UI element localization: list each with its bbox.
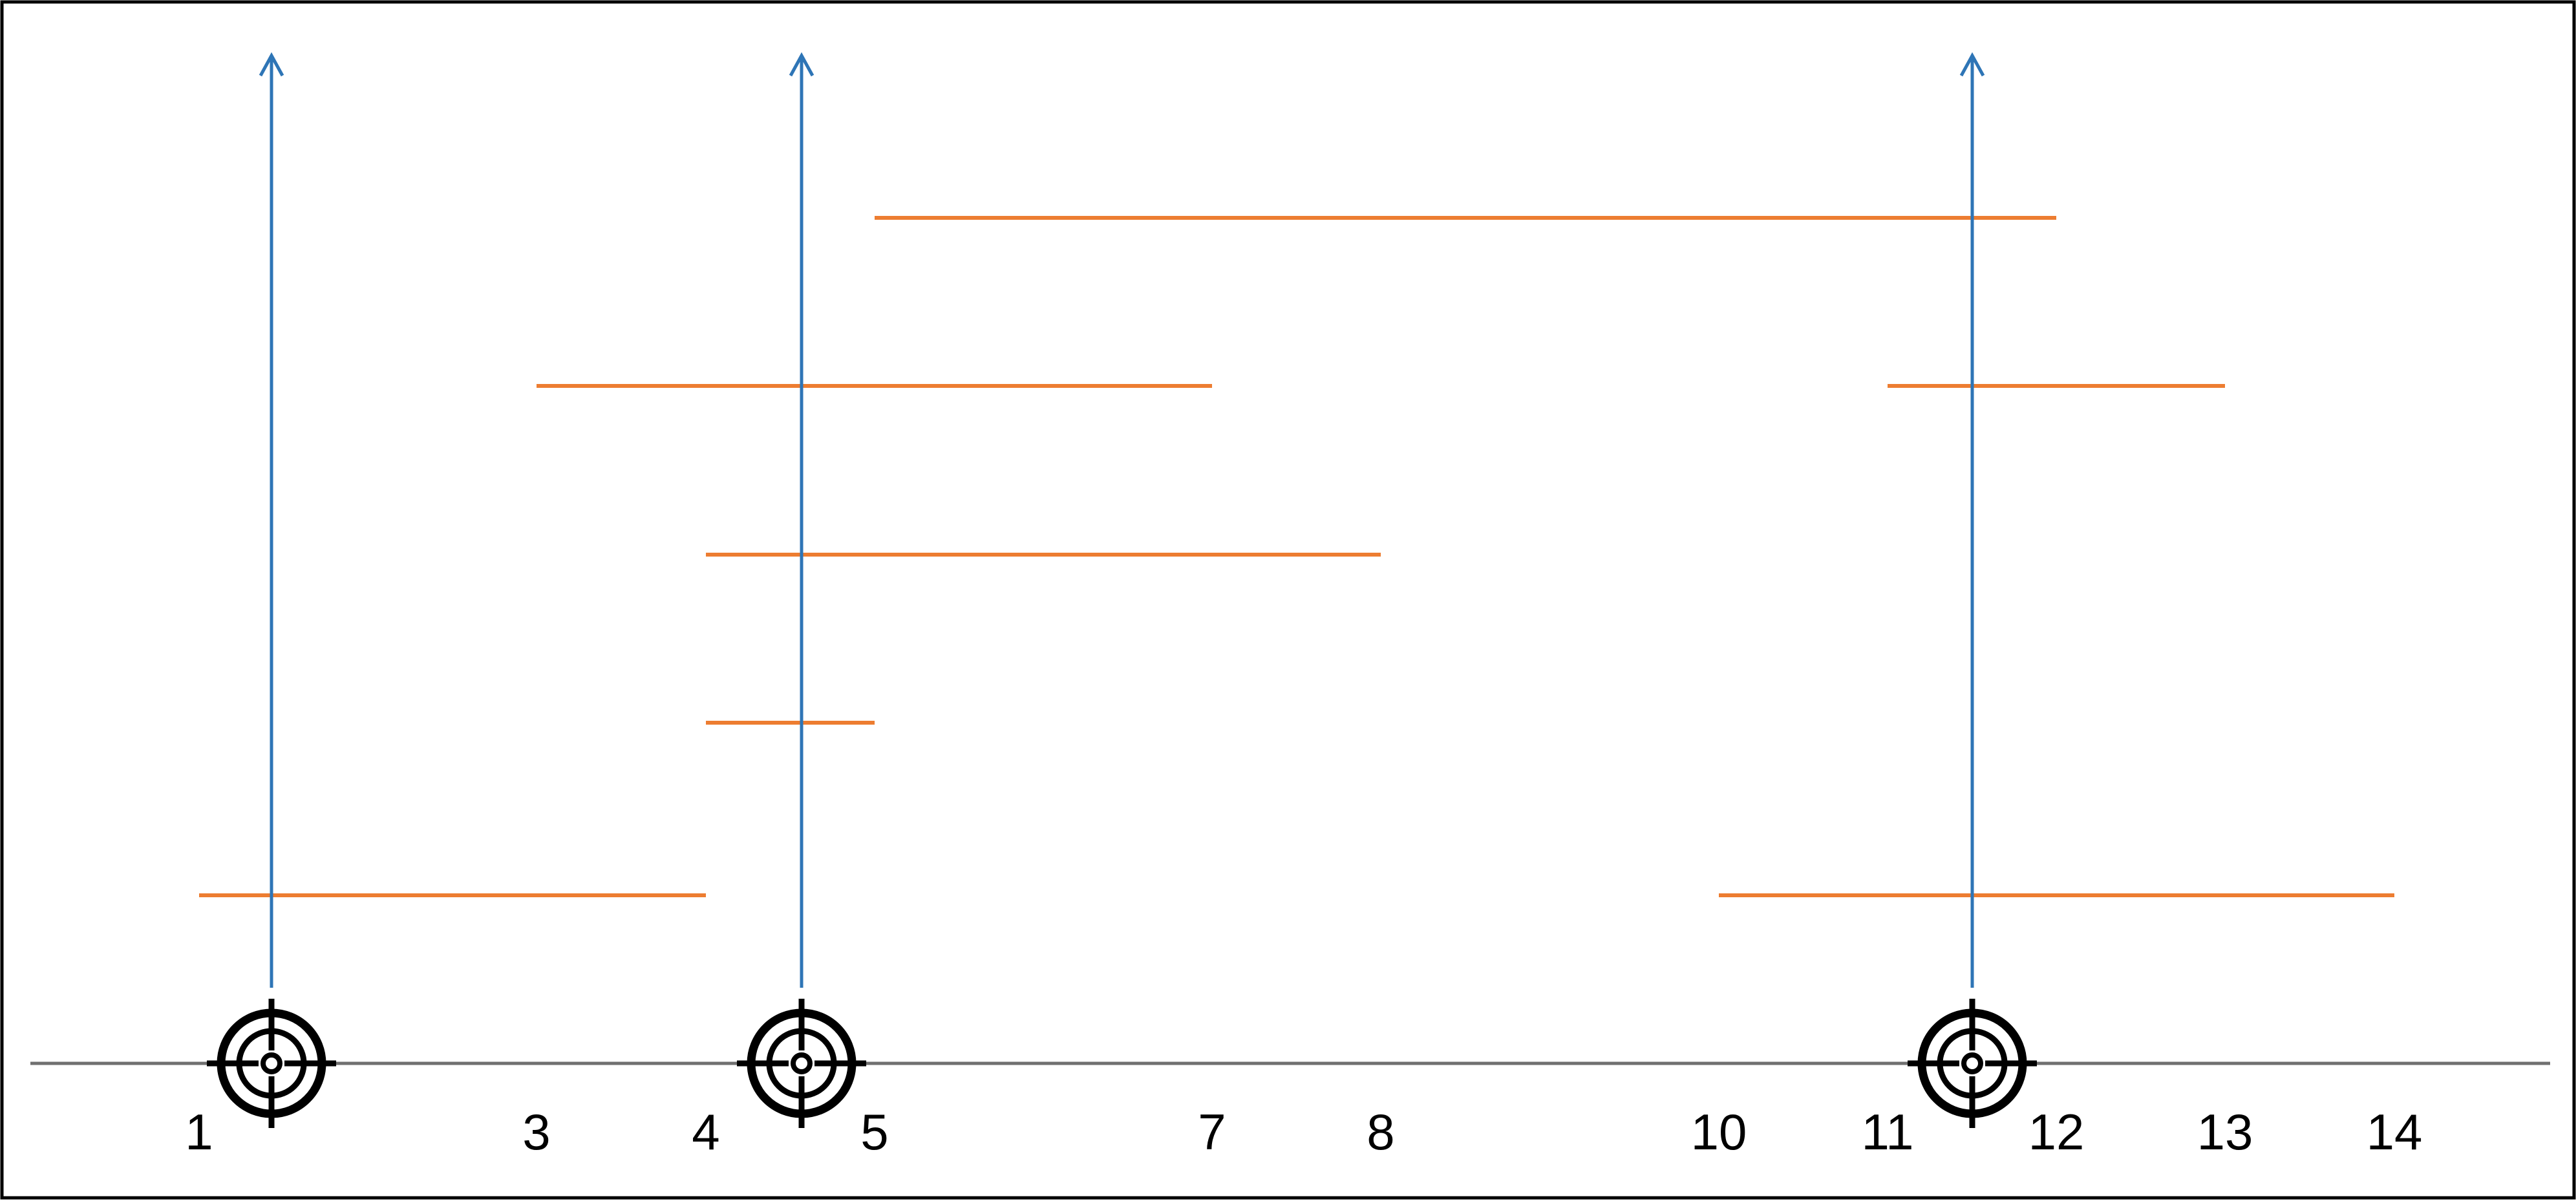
axis-tick-label: 5 <box>860 1103 888 1160</box>
axis-tick-label: 11 <box>1862 1103 1914 1160</box>
axis-tick-label: 3 <box>522 1103 550 1160</box>
axis-tick-label: 7 <box>1198 1103 1226 1160</box>
axis-tick-label: 8 <box>1367 1103 1394 1160</box>
axis-tick-label: 10 <box>1691 1103 1747 1160</box>
axis-tick-label: 14 <box>2367 1103 2423 1160</box>
axis-tick-label: 4 <box>692 1103 719 1160</box>
axis-tick-label: 13 <box>2197 1103 2253 1160</box>
axis-tick-label: 1 <box>185 1103 213 1160</box>
axis-tick-label: 12 <box>2028 1103 2085 1160</box>
